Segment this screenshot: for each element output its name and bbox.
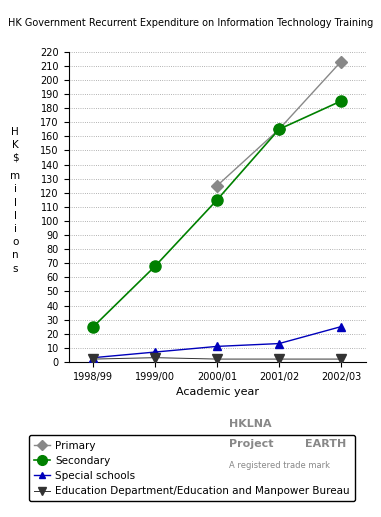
Text: A registered trade mark: A registered trade mark <box>229 461 330 470</box>
Text: HK Government Recurrent Expenditure on Information Technology Training: HK Government Recurrent Expenditure on I… <box>8 18 373 28</box>
Text: m
i
l
l
i
o
n
s: m i l l i o n s <box>10 171 20 273</box>
X-axis label: Academic year: Academic year <box>176 387 259 397</box>
Text: EARTH: EARTH <box>305 439 346 449</box>
Text: HKLNA: HKLNA <box>229 419 271 429</box>
Legend: Primary, Secondary, Special schools, Education Department/Education and Manpower: Primary, Secondary, Special schools, Edu… <box>29 435 355 501</box>
Text: H
K
$: H K $ <box>11 127 19 163</box>
Text: Project: Project <box>229 439 273 449</box>
